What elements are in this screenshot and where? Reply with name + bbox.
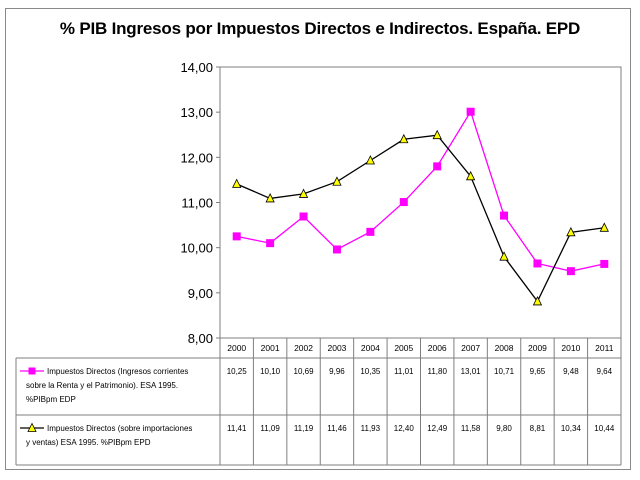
data-point <box>399 133 409 144</box>
data-point <box>366 227 375 236</box>
plot-area <box>219 66 622 339</box>
data-label: 11,19 <box>294 424 314 433</box>
data-point <box>232 178 242 188</box>
data-point <box>332 176 342 186</box>
y-tick-label: 11,00 <box>181 196 213 211</box>
data-label: 9,80 <box>496 424 512 433</box>
data-label: 11,93 <box>361 424 381 433</box>
legend-entry-text: %PIBpm EDP <box>26 395 76 404</box>
x-tick-label: 2002 <box>294 343 313 353</box>
x-tick-label: 2008 <box>495 343 514 353</box>
data-label: 10,35 <box>360 367 381 376</box>
data-point <box>499 251 509 261</box>
data-label: 10,25 <box>227 367 248 376</box>
x-tick-label: 2000 <box>227 343 246 353</box>
y-tick-label: 10,00 <box>180 241 213 256</box>
data-point <box>299 212 308 221</box>
data-point <box>399 198 408 207</box>
legend-entry-text: Impuestos Directos (sobre importaciones <box>47 424 192 433</box>
x-tick-label: 2007 <box>461 343 480 353</box>
y-tick-label: 8,00 <box>188 331 213 346</box>
legend-entry-text: sobre la Renta y el Patrimonio). ESA 199… <box>26 381 178 390</box>
y-tick-label: 9,00 <box>188 286 213 301</box>
data-point <box>265 193 275 203</box>
data-point <box>232 232 241 241</box>
data-point <box>432 129 442 140</box>
data-label: 9,64 <box>597 367 613 376</box>
data-label: 11,09 <box>260 424 280 433</box>
data-label: 12,40 <box>394 424 415 433</box>
data-label: 10,71 <box>494 367 515 376</box>
data-point <box>365 155 376 165</box>
legend-entry-text: Impuestos Directos (Ingresos corrientes <box>47 367 188 376</box>
data-label: 11,41 <box>227 424 247 433</box>
x-tick-label: 2003 <box>327 343 346 353</box>
data-label: 9,96 <box>329 367 345 376</box>
data-point <box>465 170 476 181</box>
legend-key-marker <box>28 367 36 375</box>
x-tick-label: 2006 <box>428 343 447 353</box>
x-tick-label: 2001 <box>261 343 280 353</box>
data-point <box>600 259 609 268</box>
data-point <box>332 245 341 254</box>
x-tick-label: 2005 <box>394 343 413 353</box>
data-label: 11,46 <box>327 424 347 433</box>
data-label: 11,80 <box>427 367 447 376</box>
data-point <box>298 188 309 198</box>
series-line <box>236 110 605 272</box>
data-point <box>532 296 543 306</box>
x-tick-label: 2011 <box>595 343 614 353</box>
series-line <box>236 134 605 303</box>
data-label: 9,65 <box>530 367 546 376</box>
x-tick-label: 2009 <box>528 343 547 353</box>
data-point <box>433 162 442 171</box>
y-tick-label: 13,00 <box>180 105 213 120</box>
data-label: 11,01 <box>394 367 414 376</box>
data-point <box>500 211 509 220</box>
data-point <box>566 226 576 237</box>
legend-entry-text: y ventas) ESA 1995. %PIBpm EPD <box>26 438 151 447</box>
y-tick-label: 12,00 <box>180 150 213 165</box>
data-label: 10,44 <box>594 424 615 433</box>
data-point <box>266 239 275 248</box>
data-label: 10,34 <box>561 424 582 433</box>
x-tick-label: 2010 <box>561 343 580 353</box>
data-label: 8,81 <box>530 424 546 433</box>
chart-title: % PIB Ingresos por Impuestos Directos e … <box>59 19 581 38</box>
x-tick-label: 2004 <box>361 343 380 353</box>
data-label: 10,10 <box>260 367 281 376</box>
data-point <box>599 222 609 232</box>
data-point <box>533 259 542 268</box>
data-point <box>466 107 475 116</box>
data-point <box>566 267 575 276</box>
data-label: 13,01 <box>461 367 482 376</box>
y-tick-label: 14,00 <box>180 60 213 75</box>
data-label: 10,69 <box>294 367 315 376</box>
data-label: 12,49 <box>427 424 448 433</box>
data-label: 11,58 <box>461 424 481 433</box>
data-label: 9,48 <box>563 367 579 376</box>
legend-key-marker <box>27 422 37 432</box>
